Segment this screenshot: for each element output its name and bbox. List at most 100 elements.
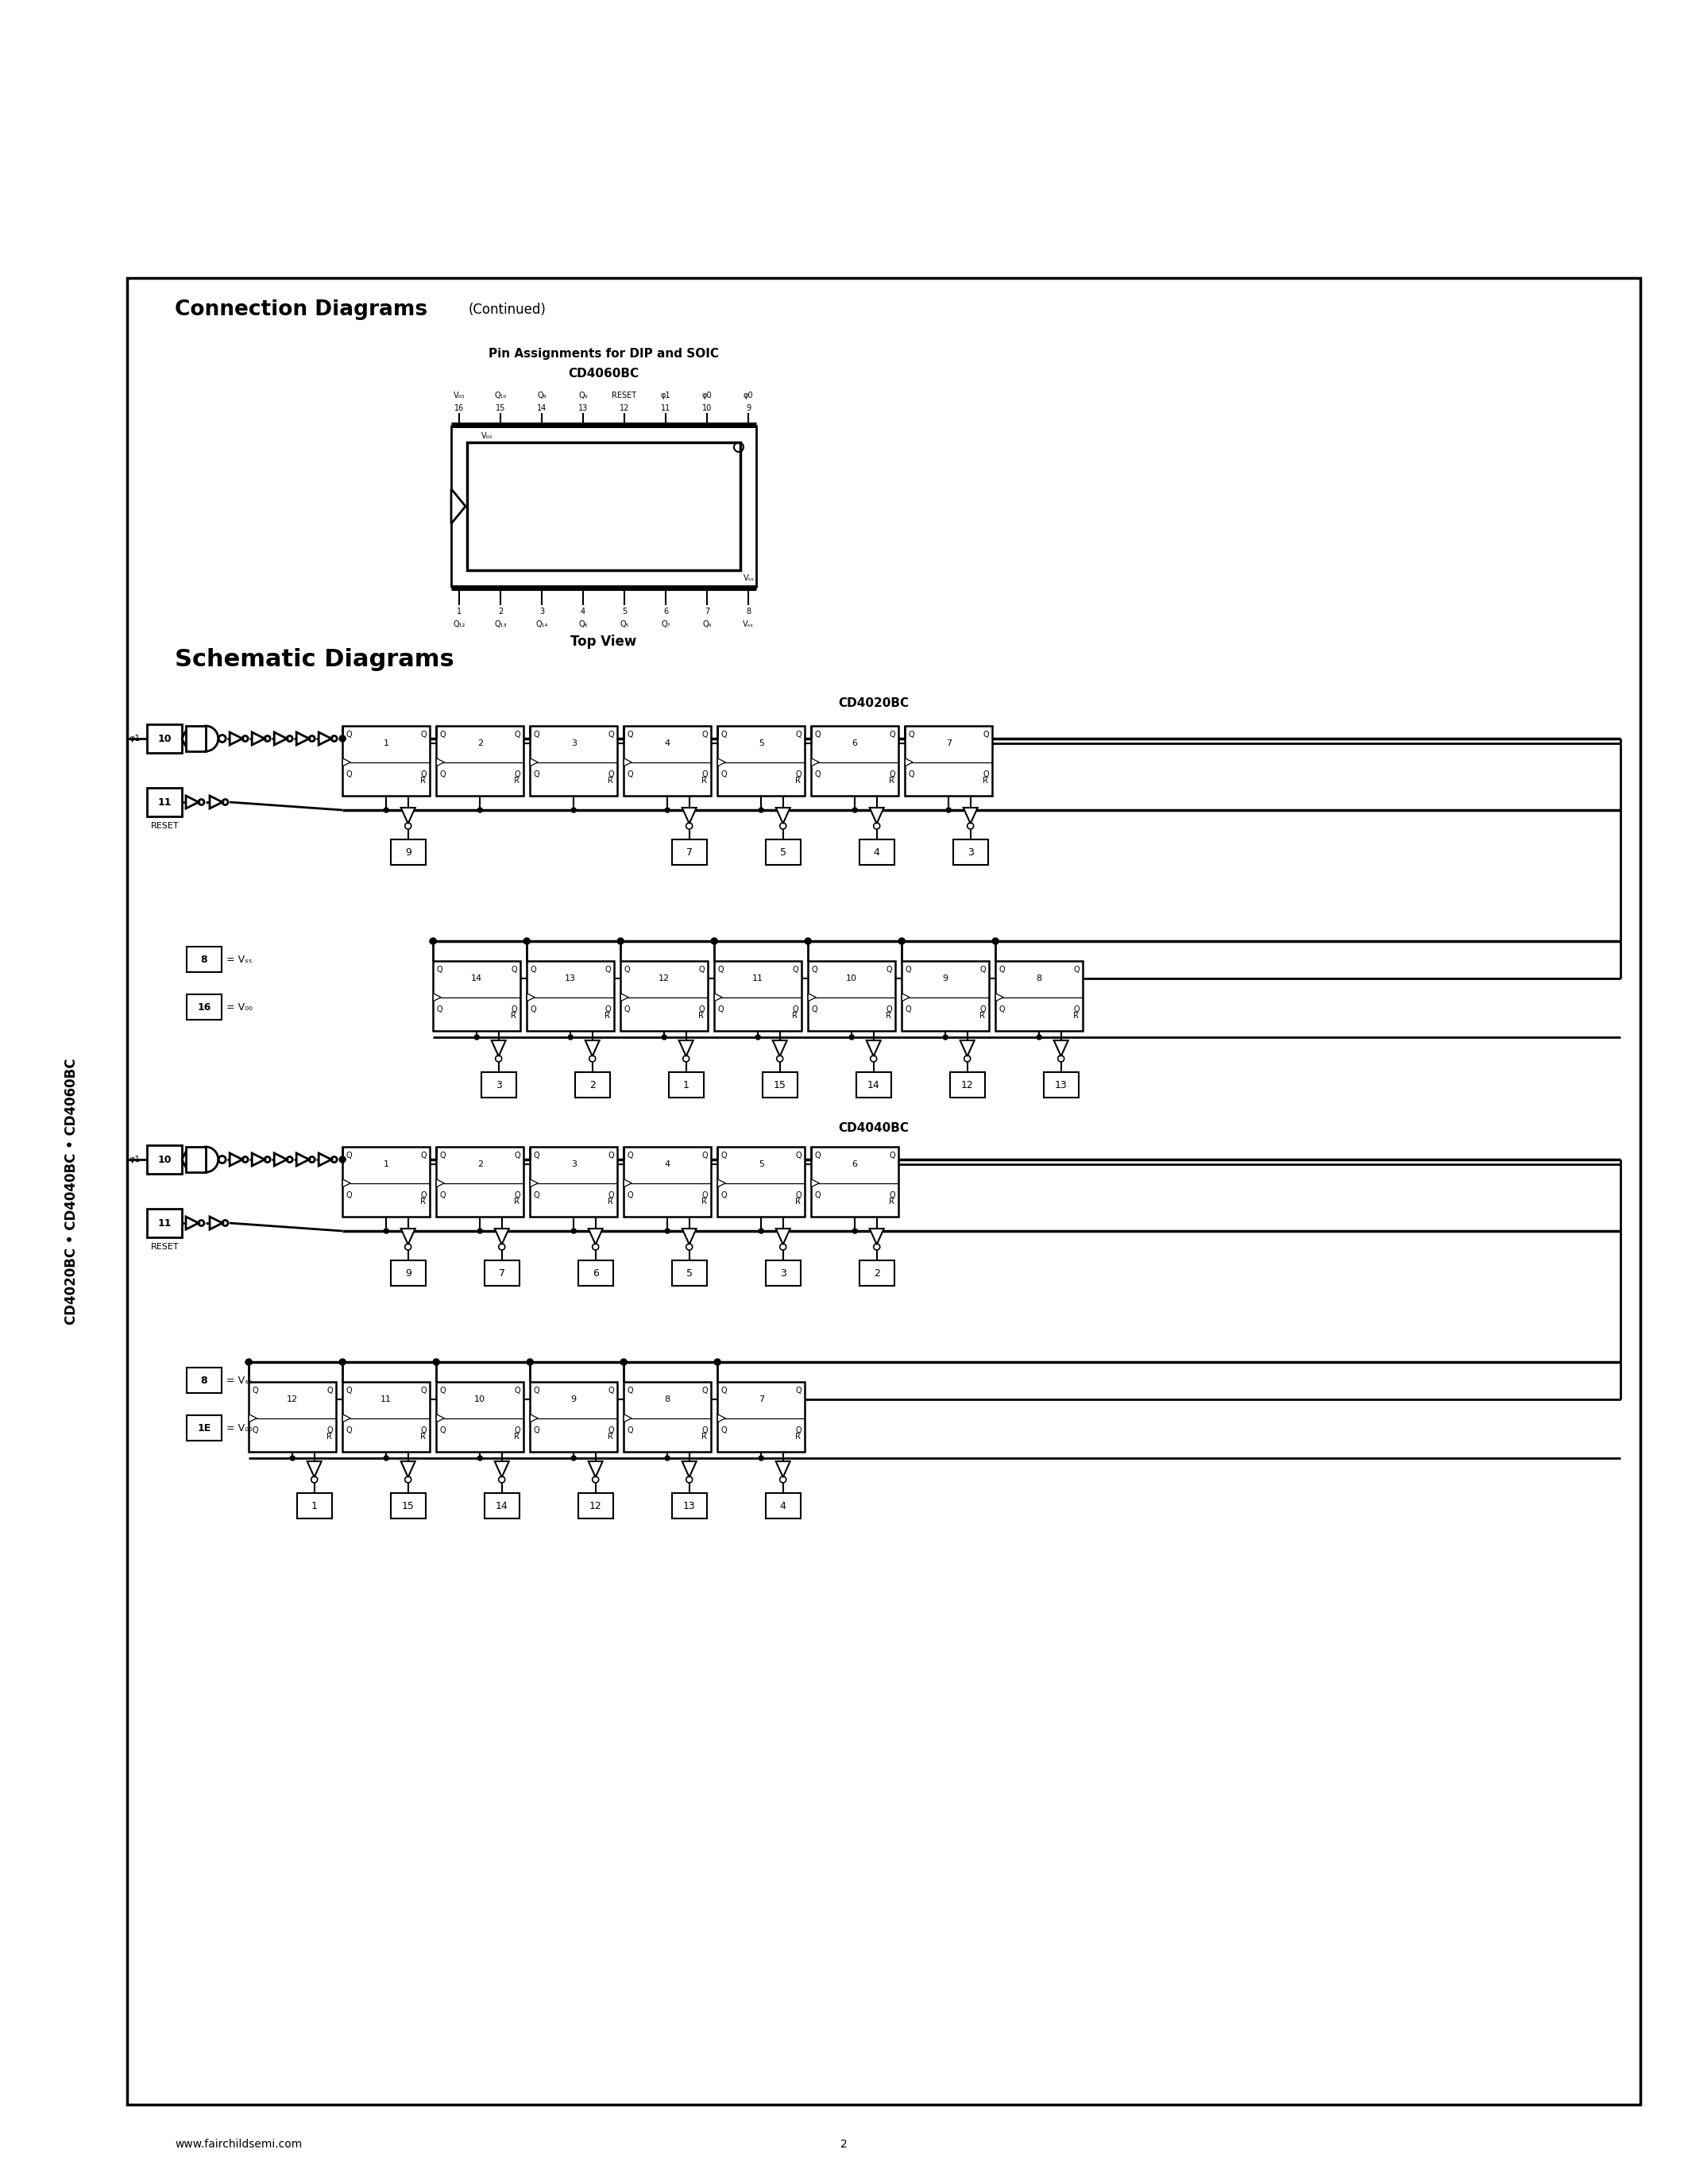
- Bar: [527, 961, 614, 1031]
- Bar: [186, 725, 206, 751]
- Text: 10: 10: [702, 404, 712, 413]
- Bar: [436, 1147, 523, 1216]
- Text: RESET: RESET: [613, 391, 636, 400]
- Text: Q: Q: [795, 771, 802, 778]
- Text: Q: Q: [702, 771, 707, 778]
- Text: Q: Q: [515, 729, 520, 738]
- Text: Pin Assignments for DIP and SOIC: Pin Assignments for DIP and SOIC: [488, 347, 719, 360]
- Text: Vₛₛ: Vₛₛ: [744, 574, 755, 583]
- Text: Q: Q: [905, 1005, 912, 1013]
- Bar: [481, 1072, 517, 1099]
- Polygon shape: [1053, 1040, 1069, 1057]
- Text: Q: Q: [815, 1190, 820, 1199]
- Bar: [672, 839, 707, 865]
- Polygon shape: [869, 808, 885, 823]
- Text: Q: Q: [439, 1190, 446, 1199]
- Text: RESET: RESET: [150, 1243, 179, 1251]
- Bar: [717, 1147, 805, 1216]
- Text: 11: 11: [660, 404, 670, 413]
- Text: Q: Q: [346, 1190, 351, 1199]
- Text: 13: 13: [579, 404, 587, 413]
- Text: Q: Q: [608, 1190, 614, 1199]
- Polygon shape: [252, 1153, 265, 1166]
- Text: Q: Q: [795, 1387, 802, 1393]
- Text: R: R: [979, 1011, 984, 1020]
- Text: Q: Q: [439, 1426, 446, 1435]
- Text: Q: Q: [979, 1005, 986, 1013]
- Text: Q: Q: [420, 771, 427, 778]
- Text: φ1: φ1: [660, 391, 670, 400]
- Polygon shape: [495, 1230, 510, 1245]
- Text: Q: Q: [420, 1426, 427, 1435]
- Polygon shape: [812, 1179, 819, 1188]
- Circle shape: [711, 937, 717, 943]
- Text: 11: 11: [157, 1219, 172, 1227]
- Text: Q: Q: [346, 1426, 351, 1435]
- Text: R: R: [795, 1433, 800, 1441]
- Bar: [672, 1494, 707, 1518]
- Bar: [186, 1147, 206, 1173]
- Text: 2: 2: [589, 1079, 596, 1090]
- Polygon shape: [812, 758, 819, 767]
- Text: Q: Q: [702, 1151, 707, 1160]
- Polygon shape: [621, 994, 628, 1000]
- Text: Q: Q: [437, 965, 442, 974]
- Circle shape: [478, 1230, 483, 1234]
- Text: www.fairchildsemi.com: www.fairchildsemi.com: [176, 2138, 302, 2149]
- Polygon shape: [319, 1153, 331, 1166]
- Text: 8: 8: [1036, 974, 1041, 983]
- Text: Q: Q: [439, 1151, 446, 1160]
- Bar: [147, 788, 182, 817]
- Polygon shape: [319, 732, 331, 745]
- Text: Q: Q: [999, 965, 1004, 974]
- Polygon shape: [776, 1461, 790, 1476]
- Text: Q: Q: [795, 1426, 802, 1435]
- Circle shape: [383, 1457, 388, 1461]
- Polygon shape: [589, 1461, 603, 1476]
- Text: 11: 11: [381, 1396, 392, 1404]
- Text: Q: Q: [721, 1190, 728, 1199]
- Text: 5: 5: [685, 1269, 692, 1278]
- Bar: [127, 277, 1641, 2105]
- Text: 12: 12: [287, 1396, 299, 1404]
- Circle shape: [478, 1457, 483, 1461]
- Text: Q: Q: [515, 1151, 520, 1160]
- Circle shape: [665, 808, 670, 812]
- Text: Q: Q: [420, 1190, 427, 1199]
- Text: Q₁₄: Q₁₄: [535, 620, 549, 629]
- Polygon shape: [186, 1216, 199, 1230]
- Polygon shape: [717, 1415, 726, 1422]
- Circle shape: [662, 1035, 667, 1040]
- Text: R: R: [513, 778, 520, 784]
- Polygon shape: [209, 1216, 223, 1230]
- Text: Q: Q: [439, 729, 446, 738]
- Text: R: R: [888, 1197, 895, 1206]
- Polygon shape: [436, 1179, 444, 1188]
- Text: 5: 5: [758, 740, 765, 747]
- Text: Q: Q: [608, 771, 614, 778]
- Text: 11: 11: [157, 797, 172, 808]
- Polygon shape: [209, 795, 223, 808]
- Text: Q: Q: [626, 1387, 633, 1393]
- Bar: [766, 839, 800, 865]
- Circle shape: [571, 808, 576, 812]
- Text: 15: 15: [773, 1079, 787, 1090]
- Circle shape: [383, 808, 388, 812]
- Text: 4: 4: [665, 740, 670, 747]
- Polygon shape: [586, 1040, 599, 1057]
- Text: R: R: [513, 1197, 520, 1206]
- Text: Q: Q: [815, 771, 820, 778]
- Bar: [187, 1367, 221, 1393]
- Polygon shape: [589, 1230, 603, 1245]
- Polygon shape: [717, 758, 726, 767]
- Text: Q: Q: [795, 729, 802, 738]
- Polygon shape: [717, 1179, 726, 1188]
- Text: Q: Q: [815, 729, 820, 738]
- Text: 1: 1: [383, 740, 388, 747]
- Bar: [954, 839, 987, 865]
- Bar: [812, 1147, 898, 1216]
- Bar: [625, 1147, 711, 1216]
- Bar: [766, 1494, 800, 1518]
- Text: Q: Q: [886, 1005, 891, 1013]
- Text: 12: 12: [619, 404, 630, 413]
